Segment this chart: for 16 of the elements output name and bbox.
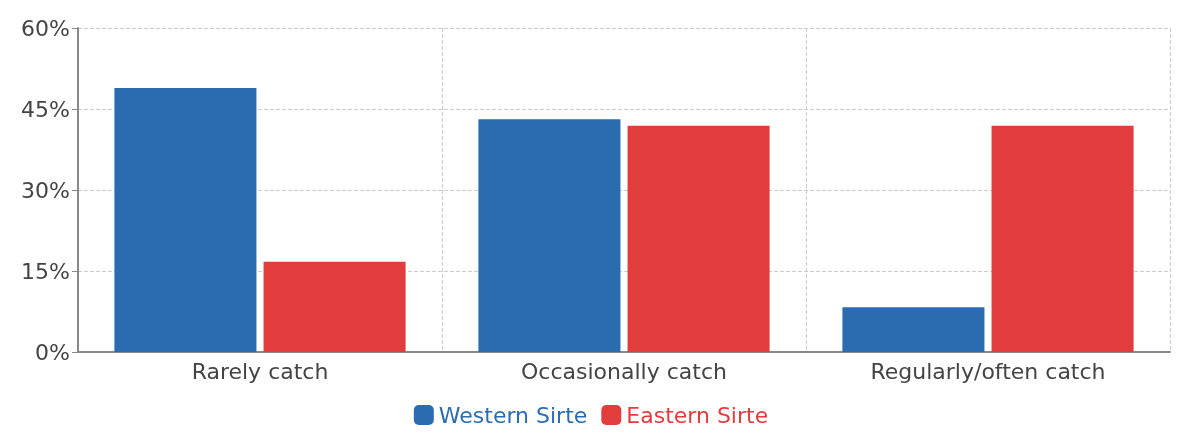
legend-label: Eastern Sirte <box>626 402 769 428</box>
bar <box>478 119 621 352</box>
bar <box>842 307 985 352</box>
x-tick-label: Occasionally catch <box>521 358 727 384</box>
legend-label: Western Sirte <box>438 402 588 428</box>
bar <box>627 125 770 352</box>
x-tick-label: Rarely catch <box>191 358 329 384</box>
bar <box>114 87 257 352</box>
y-tick-label: 0% <box>35 339 70 365</box>
y-tick-label: 45% <box>21 96 70 122</box>
bar <box>263 261 406 352</box>
y-tick-label: 15% <box>21 258 70 284</box>
y-tick-label: 30% <box>21 177 70 203</box>
y-tick-label: 60% <box>21 15 70 41</box>
x-tick-label: Regularly/often catch <box>870 358 1106 384</box>
bar <box>991 125 1134 352</box>
